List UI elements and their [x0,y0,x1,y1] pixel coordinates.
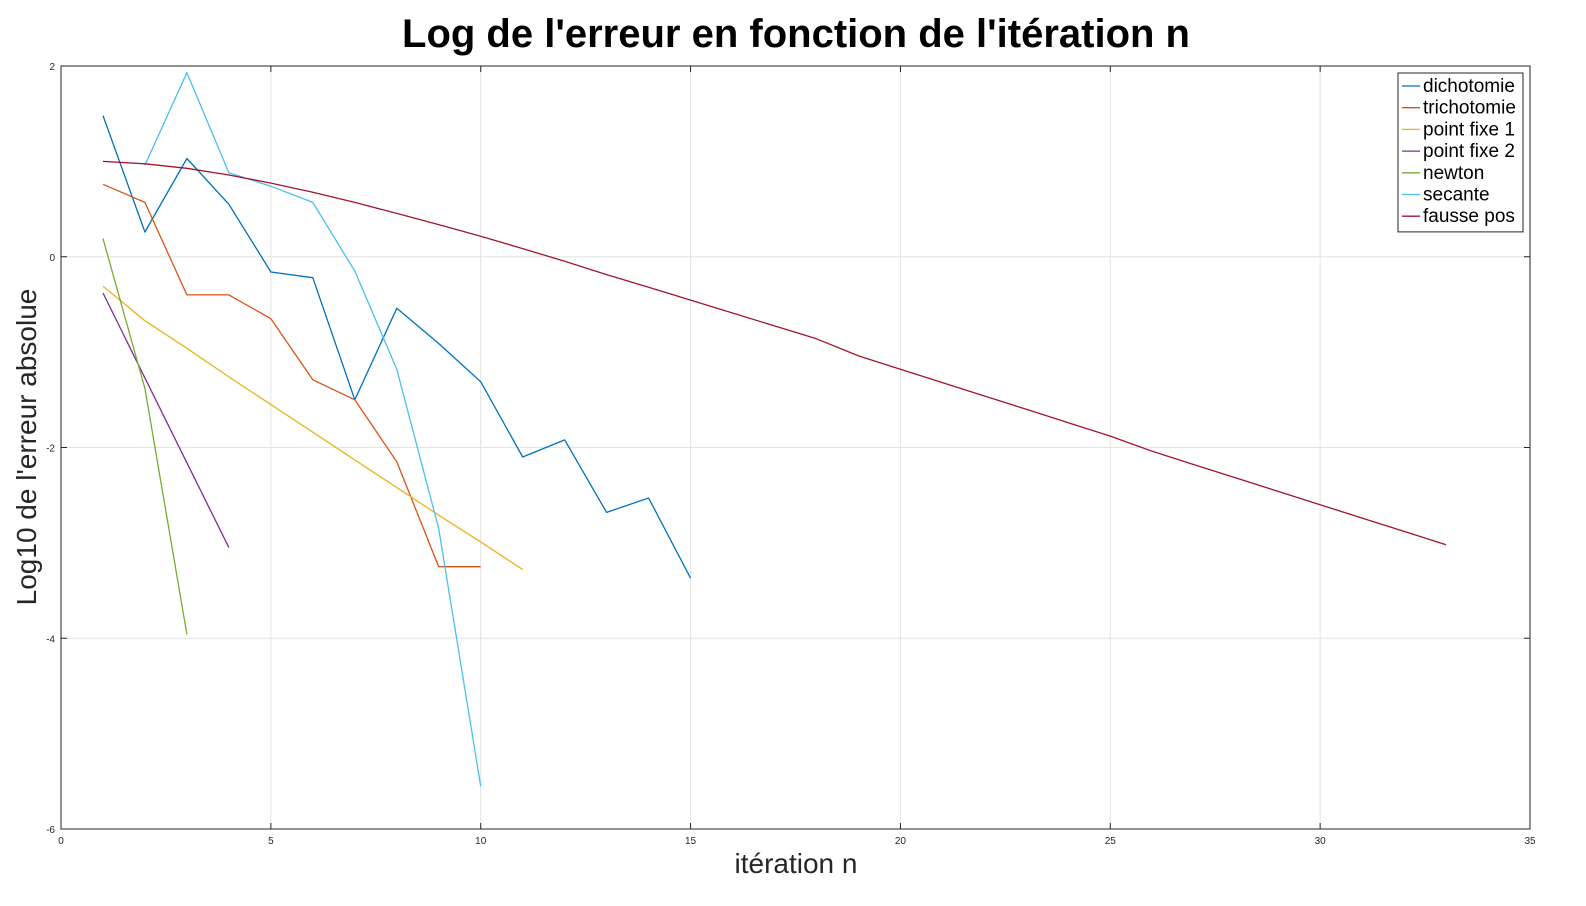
x-tick-label: 35 [1524,836,1536,847]
x-tick-label: 30 [1315,836,1327,847]
series-line-secante [144,72,482,787]
axis-ticks: 0 5 10 15 20 25 30 35 -6 -4 -2 0 2 [46,62,1536,847]
chart-title: Log de l'erreur en fonction de l'itérati… [402,12,1190,56]
y-tick-label: -4 [46,634,55,645]
x-tick-label: 10 [475,836,487,847]
y-tick-label: 0 [49,253,55,264]
y-axis-label: Log10 de l'erreur absolue [11,289,42,606]
series-line-dichotomie [102,115,692,579]
series-line-fausse-pos [102,160,1447,546]
series-lines [102,72,1447,787]
legend-label: fausse pos [1423,206,1515,227]
legend-label: dichotomie [1423,76,1515,97]
y-tick-label: -2 [46,444,55,455]
series-line-point-fixe-2 [102,292,230,548]
series-line-point-fixe-1 [102,285,524,571]
x-tick-label: 15 [685,836,697,847]
y-tick-label: -6 [46,825,55,836]
series-line-trichotomie [102,183,481,568]
legend-label: secante [1423,185,1490,206]
legend-box [1397,72,1524,233]
legend-label: newton [1423,163,1484,184]
y-tick-label: 2 [49,62,55,73]
x-tick-label: 20 [895,836,907,847]
x-axis-label: itération n [735,848,858,879]
series-line-newton [102,238,188,635]
legend-label: point fixe 1 [1423,119,1515,140]
x-tick-label: 25 [1105,836,1117,847]
x-tick-label: 5 [268,836,274,847]
legend-label: trichotomie [1423,98,1516,119]
x-tick-label: 0 [58,836,64,847]
legend-label: point fixe 2 [1423,141,1515,162]
